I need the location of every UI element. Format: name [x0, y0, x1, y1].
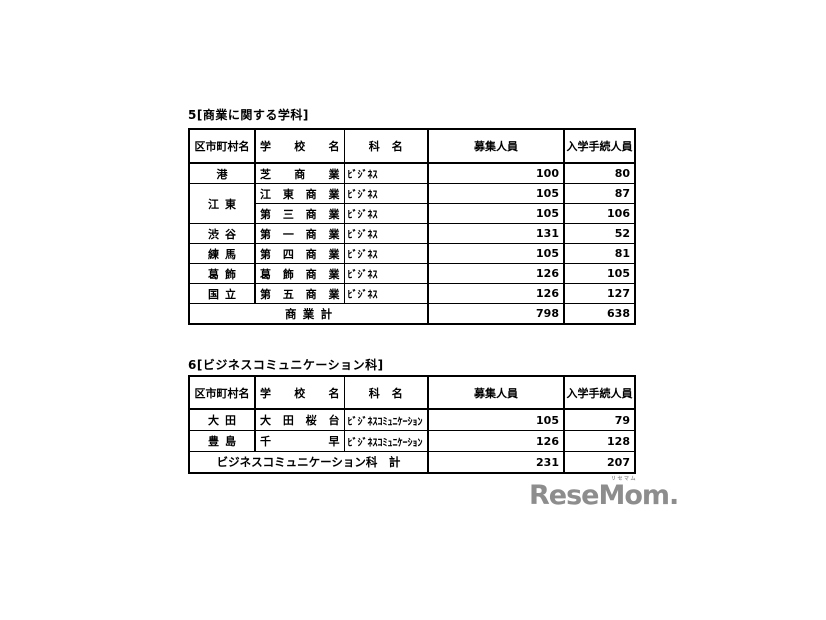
business-communication-table: 区市町村名 学校名 科名 募集人員 入学手続人員 大田 大田桜台 ﾋﾞｼﾞﾈｽｺ…	[188, 375, 636, 474]
cell-school: 千早	[254, 430, 345, 452]
cell-dept: ﾋﾞｼﾞﾈｽ	[343, 223, 429, 244]
cell-ward: 国立	[188, 283, 256, 304]
header-recruit: 募集人員	[427, 128, 565, 164]
table-total-row: ビジネスコミュニケーション科 計 231 207	[188, 451, 636, 474]
header-dept: 科名	[343, 128, 429, 164]
resemom-logo-kana: リセマム	[610, 476, 637, 482]
cell-enrolled: 87	[563, 183, 636, 204]
section5-title: 5[商業に関する学科]	[188, 108, 309, 122]
cell-recruit: 131	[427, 223, 565, 244]
table-row: 第三商業 ﾋﾞｼﾞﾈｽ 105 106	[189, 203, 636, 224]
cell-recruit: 105	[427, 408, 565, 431]
total-recruit: 231	[427, 451, 565, 474]
cell-enrolled: 79	[563, 408, 636, 431]
table-row: 大田 大田桜台 ﾋﾞｼﾞﾈｽｺﾐｭﾆｹｰｼｮﾝ 105 79	[188, 408, 636, 431]
cell-school: 葛飾商業	[254, 263, 345, 284]
cell-school: 第三商業	[254, 203, 345, 224]
table-header-row: 区市町村名 学校名 科名 募集人員 入学手続人員	[188, 375, 636, 410]
cell-enrolled: 128	[563, 430, 636, 452]
total-label: ビジネスコミュニケーション科 計	[188, 451, 429, 474]
cell-dept: ﾋﾞｼﾞﾈｽ	[343, 283, 429, 304]
header-ward: 区市町村名	[188, 128, 256, 164]
header-enrolled: 入学手続人員	[563, 375, 636, 410]
header-recruit: 募集人員	[427, 375, 565, 410]
header-school: 学校名	[254, 375, 345, 410]
cell-recruit: 105	[427, 183, 565, 204]
cell-school: 第一商業	[254, 223, 345, 244]
cell-recruit: 100	[427, 162, 565, 184]
cell-dept: ﾋﾞｼﾞﾈｽ	[343, 243, 429, 264]
cell-school: 第四商業	[254, 243, 345, 264]
cell-ward: 港	[188, 162, 256, 184]
header-school: 学校名	[254, 128, 345, 164]
cell-enrolled: 127	[563, 283, 636, 304]
cell-school: 大田桜台	[254, 408, 345, 431]
resemom-logo: リセマム ReseMom.	[529, 476, 679, 510]
table-row: 葛飾 葛飾商業 ﾋﾞｼﾞﾈｽ 126 105	[188, 263, 636, 284]
table-row: 国立 第五商業 ﾋﾞｼﾞﾈｽ 126 127	[188, 283, 636, 304]
cell-dept: ﾋﾞｼﾞﾈｽｺﾐｭﾆｹｰｼｮﾝ	[343, 408, 429, 431]
table-header-row: 区市町村名 学校名 科名 募集人員 入学手続人員	[188, 128, 636, 164]
cell-enrolled: 52	[563, 223, 636, 244]
total-enrolled: 638	[563, 303, 636, 325]
resemom-logo-text: ReseMom.	[529, 480, 679, 511]
cell-dept: ﾋﾞｼﾞﾈｽｺﾐｭﾆｹｰｼｮﾝ	[343, 430, 429, 452]
table-row: 豊島 千早 ﾋﾞｼﾞﾈｽｺﾐｭﾆｹｰｼｮﾝ 126 128	[188, 430, 636, 452]
cell-ward: 葛飾	[188, 263, 256, 284]
section6-title: 6[ビジネスコミュニケーション科]	[188, 358, 384, 372]
cell-school: 江東商業	[254, 183, 345, 204]
cell-ward: 渋谷	[188, 223, 256, 244]
table-row: 港 芝商業 ﾋﾞｼﾞﾈｽ 100 80	[188, 162, 636, 184]
cell-recruit: 105	[427, 243, 565, 264]
section-gap	[188, 325, 634, 358]
cell-enrolled: 106	[563, 203, 636, 224]
cell-recruit: 105	[427, 203, 565, 224]
header-enrolled: 入学手続人員	[563, 128, 636, 164]
total-recruit: 798	[427, 303, 565, 325]
cell-enrolled: 105	[563, 263, 636, 284]
commerce-table: 区市町村名 学校名 科名 募集人員 入学手続人員 港 芝商業 ﾋﾞｼﾞﾈｽ 10…	[188, 128, 636, 325]
cell-ward: 豊島	[188, 430, 256, 452]
page-content: 5[商業に関する学科] 区市町村名 学校名 科名 募集人員 入学手続人員 港 芝…	[188, 108, 636, 474]
cell-recruit: 126	[427, 263, 565, 284]
table-row: 練馬 第四商業 ﾋﾞｼﾞﾈｽ 105 81	[188, 243, 636, 264]
table-total-row: 商業計 798 638	[188, 303, 636, 325]
cell-dept: ﾋﾞｼﾞﾈｽ	[343, 183, 429, 204]
total-enrolled: 207	[563, 451, 636, 474]
cell-dept: ﾋﾞｼﾞﾈｽ	[343, 162, 429, 184]
header-ward: 区市町村名	[188, 375, 256, 410]
cell-dept: ﾋﾞｼﾞﾈｽ	[343, 263, 429, 284]
cell-enrolled: 81	[563, 243, 636, 264]
table-row: 江東 江東商業 ﾋﾞｼﾞﾈｽ 105 87	[188, 183, 636, 224]
cell-ward: 練馬	[188, 243, 256, 264]
table-row: 渋谷 第一商業 ﾋﾞｼﾞﾈｽ 131 52	[188, 223, 636, 244]
cell-enrolled: 80	[563, 162, 636, 184]
cell-dept: ﾋﾞｼﾞﾈｽ	[343, 203, 429, 224]
cell-ward: 大田	[188, 408, 256, 431]
cell-recruit: 126	[427, 430, 565, 452]
cell-school: 第五商業	[254, 283, 345, 304]
cell-school: 芝商業	[254, 162, 345, 184]
cell-ward: 江東	[188, 183, 256, 224]
cell-recruit: 126	[427, 283, 565, 304]
header-dept: 科名	[343, 375, 429, 410]
total-label: 商業計	[188, 303, 429, 325]
